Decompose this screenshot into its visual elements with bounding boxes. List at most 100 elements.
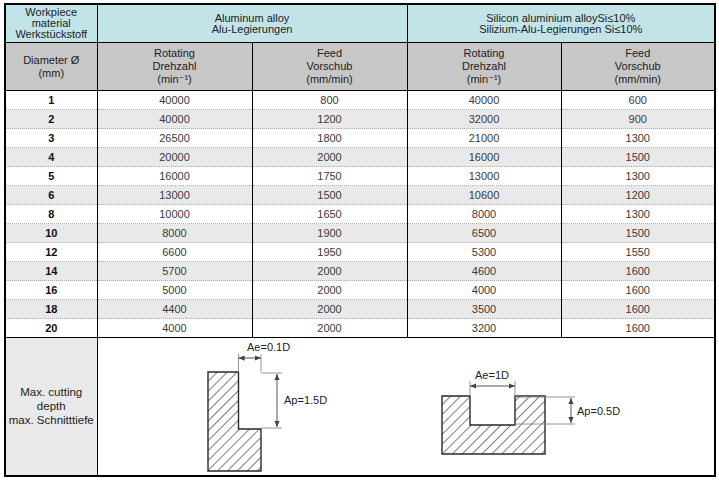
ae-label-left: Ae=0.1D — [247, 341, 290, 353]
rotating-line: Drehzahl — [98, 60, 252, 73]
rotating-line: Rotating — [98, 47, 252, 60]
diameter-cell: 3 — [5, 129, 97, 148]
max-cutting-depth-row: Max. cutting depth max. Schnitttiefe — [5, 338, 715, 476]
rotating-value-silicon: 10600 — [407, 186, 561, 205]
table-row: 145700200046001600 — [5, 262, 715, 281]
feed-value-aluminum: 2000 — [252, 262, 407, 281]
feed-value-silicon: 1300 — [561, 129, 715, 148]
rotating-value-silicon: 32000 — [407, 110, 561, 129]
table-row: 4200002000160001500 — [5, 148, 715, 167]
rotating-value-silicon: 8000 — [407, 205, 561, 224]
table-body: 1400008004000060024000012003200090032650… — [5, 91, 715, 338]
diameter-cell: 2 — [5, 110, 97, 129]
feed-value-aluminum: 2000 — [252, 300, 407, 319]
diameter-cell: 14 — [5, 262, 97, 281]
feed-value-silicon: 900 — [561, 110, 715, 129]
feed-value-aluminum: 1750 — [252, 167, 407, 186]
feed-value-aluminum: 2000 — [252, 319, 407, 338]
feed-value-silicon: 1500 — [561, 224, 715, 243]
ap-label-right: Ap=0.5D — [577, 405, 620, 417]
rotating-line: (min⁻¹) — [408, 73, 561, 86]
max-cutting-depth-label: Max. cutting depth max. Schnitttiefe — [5, 338, 97, 476]
rotating-value-silicon: 16000 — [407, 148, 561, 167]
diameter-cell: 1 — [5, 91, 97, 110]
diameter-cell: 5 — [5, 167, 97, 186]
table-row: 810000165080001300 — [5, 205, 715, 224]
feed-value-silicon: 1600 — [561, 319, 715, 338]
rotating-value-aluminum: 4000 — [97, 319, 252, 338]
rotating-value-silicon: 13000 — [407, 167, 561, 186]
ae-label-right: Ae=1D — [475, 369, 509, 381]
max-depth-line: max. Schnitttiefe — [6, 413, 97, 427]
feed-line: (mm/min) — [562, 73, 715, 86]
max-depth-line: depth — [6, 399, 97, 413]
rotating-value-silicon: 21000 — [407, 129, 561, 148]
aluminum-alloy-header: Aluminum alloy Alu-Legierungen — [97, 4, 407, 43]
feed-value-aluminum: 800 — [252, 91, 407, 110]
feed-value-silicon: 1600 — [561, 300, 715, 319]
rotating-value-aluminum: 10000 — [97, 205, 252, 224]
feed-value-aluminum: 1900 — [252, 224, 407, 243]
rotating-value-silicon: 3200 — [407, 319, 561, 338]
table-row: 5160001750130001300 — [5, 167, 715, 186]
rotating-header-silicon: Rotating Drehzahl (min⁻¹) — [407, 43, 561, 91]
diameter-cell: 10 — [5, 224, 97, 243]
feed-value-silicon: 1300 — [561, 205, 715, 224]
column-header-row: Diameter Ø (mm) Rotating Drehzahl (min⁻¹… — [5, 43, 715, 91]
rotating-header-aluminum: Rotating Drehzahl (min⁻¹) — [97, 43, 252, 91]
rotating-value-silicon: 40000 — [407, 91, 561, 110]
feed-line: Vorschub — [562, 60, 715, 73]
rotating-line: (min⁻¹) — [98, 73, 252, 86]
feed-header-silicon: Feed Vorschub (mm/min) — [561, 43, 715, 91]
material-header-row: Workpiece material Werkstückstoff Alumin… — [5, 4, 715, 43]
feed-value-aluminum: 1500 — [252, 186, 407, 205]
ap-label-left: Ap=1.5D — [284, 394, 327, 406]
silicon-line: Silizium-Alu-Legierungen Si≤10% — [408, 24, 715, 35]
diameter-line: Diameter Ø — [6, 54, 97, 67]
aluminum-line: Aluminum alloy — [98, 13, 407, 24]
workpiece-line: Werkstückstoff — [6, 29, 97, 40]
rotating-value-aluminum: 40000 — [97, 110, 252, 129]
side-milling-diagram: Ae=0.1D Ap=1.5D — [208, 341, 327, 471]
feed-value-aluminum: 2000 — [252, 148, 407, 167]
table-row: 240000120032000900 — [5, 110, 715, 129]
max-depth-line: Max. cutting — [6, 385, 97, 399]
feed-value-aluminum: 2000 — [252, 281, 407, 300]
rotating-value-aluminum: 13000 — [97, 186, 252, 205]
table-row: 108000190065001500 — [5, 224, 715, 243]
diameter-cell: 6 — [5, 186, 97, 205]
workpiece-block-right — [442, 396, 545, 454]
feed-header-aluminum: Feed Vorschub (mm/min) — [252, 43, 407, 91]
table-row: 3265001800210001300 — [5, 129, 715, 148]
silicon-alloy-header: Silicon aluminium alloySi≤10% Silizium-A… — [407, 4, 715, 43]
rotating-value-aluminum: 16000 — [97, 167, 252, 186]
rotating-value-aluminum: 20000 — [97, 148, 252, 167]
rotating-value-aluminum: 5000 — [97, 281, 252, 300]
feed-value-aluminum: 1950 — [252, 243, 407, 262]
feed-value-aluminum: 1200 — [252, 110, 407, 129]
feed-value-aluminum: 1800 — [252, 129, 407, 148]
table-row: 6130001500106001200 — [5, 186, 715, 205]
feed-value-silicon: 1600 — [561, 262, 715, 281]
feed-value-silicon: 600 — [561, 91, 715, 110]
table-row: 184400200035001600 — [5, 300, 715, 319]
feed-value-silicon: 1500 — [561, 148, 715, 167]
table-row: 165000200040001600 — [5, 281, 715, 300]
cutting-parameters-table: Workpiece material Werkstückstoff Alumin… — [4, 3, 716, 477]
rotating-value-aluminum: 6600 — [97, 243, 252, 262]
feed-value-aluminum: 1650 — [252, 205, 407, 224]
feed-line: Vorschub — [253, 60, 407, 73]
rotating-line: Drehzahl — [408, 60, 561, 73]
table-row: 14000080040000600 — [5, 91, 715, 110]
rotating-value-silicon: 6500 — [407, 224, 561, 243]
workpiece-material-header: Workpiece material Werkstückstoff — [5, 4, 97, 43]
rotating-value-aluminum: 8000 — [97, 224, 252, 243]
feed-value-silicon: 1200 — [561, 186, 715, 205]
diameter-cell: 4 — [5, 148, 97, 167]
feed-line: Feed — [253, 47, 407, 60]
diameter-cell: 8 — [5, 205, 97, 224]
slot-milling-diagram: Ae=1D Ap=0.5D — [442, 369, 620, 454]
feed-value-silicon: 1550 — [561, 243, 715, 262]
diameter-line: (mm) — [6, 67, 97, 80]
feed-value-silicon: 1600 — [561, 281, 715, 300]
